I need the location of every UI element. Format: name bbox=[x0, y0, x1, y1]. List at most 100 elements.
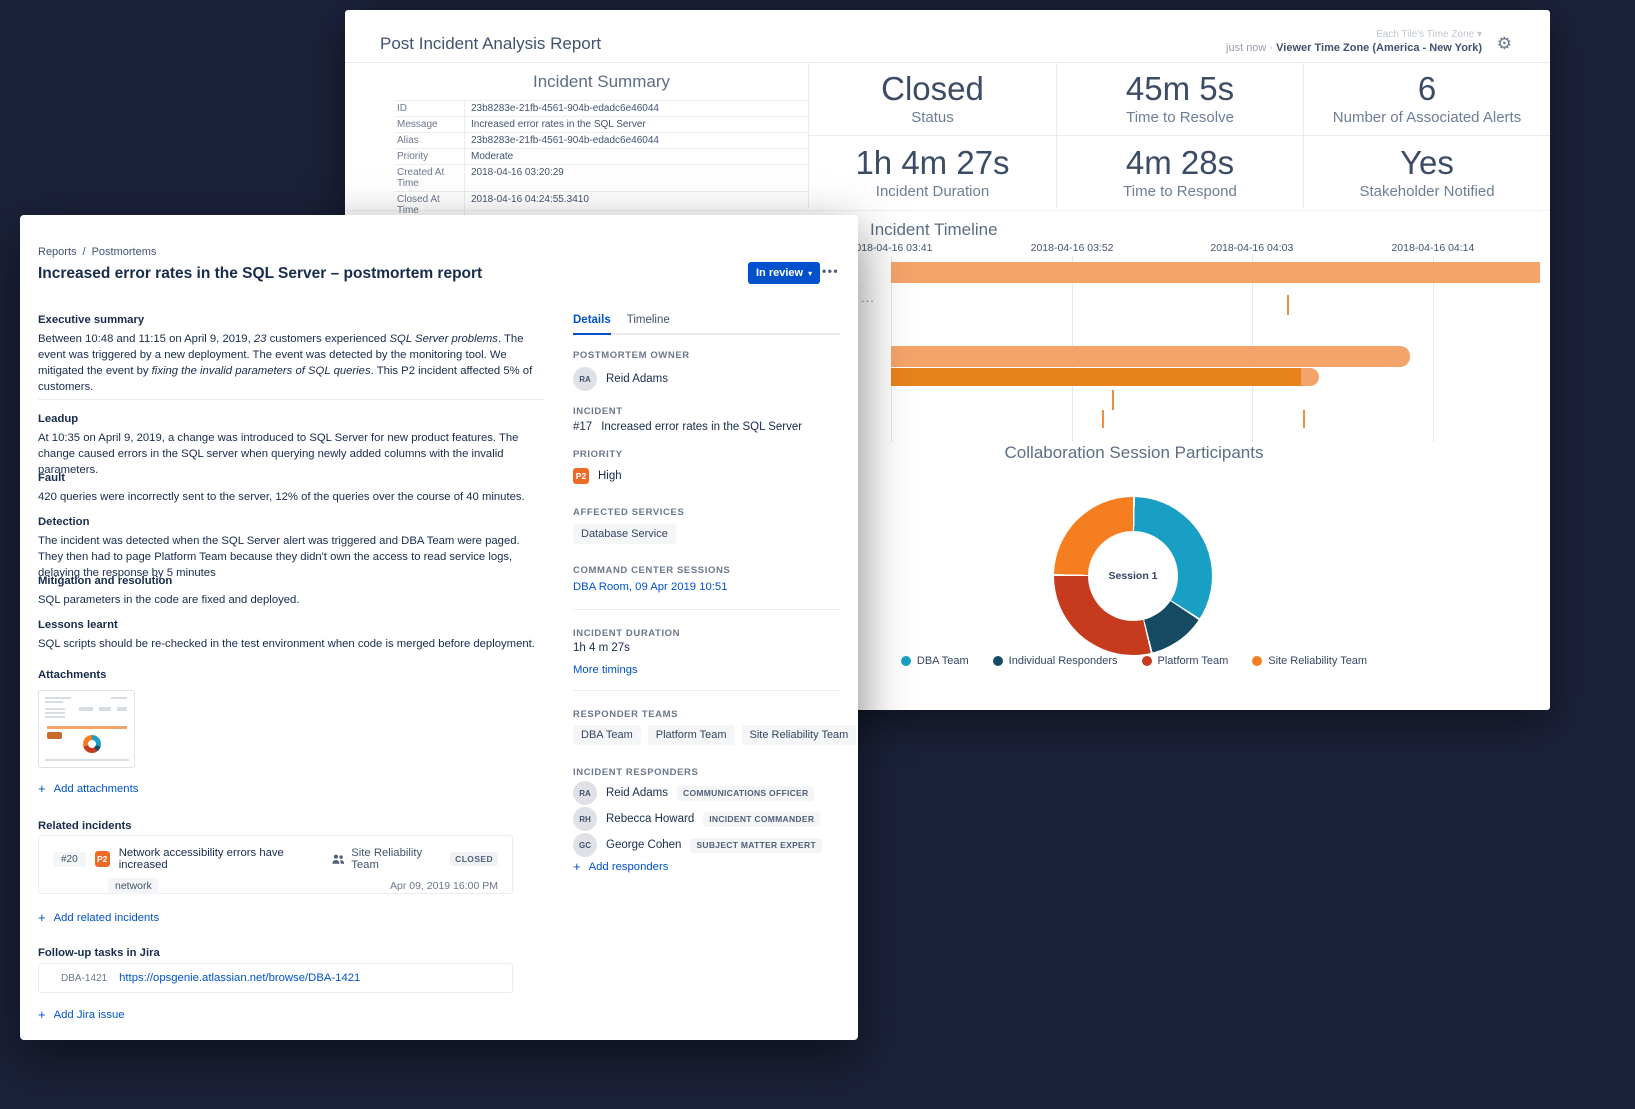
section-text: At 10:35 on April 9, 2019, a change was … bbox=[38, 432, 519, 476]
command-center-session-link[interactable]: DBA Room, 09 Apr 2019 10:51 bbox=[573, 581, 728, 593]
responder-role-pill: SUBJECT MATTER EXPERT bbox=[690, 837, 822, 853]
add-jira-issue-link[interactable]: + Add Jira issue bbox=[38, 1007, 125, 1022]
timeline-bar bbox=[891, 346, 1411, 367]
responder-row: GC George Cohen SUBJECT MATTER EXPERT bbox=[573, 833, 822, 857]
stat-tiles: Closed Status 45m 5s Time to Resolve 6 Numb… bbox=[808, 62, 1550, 208]
header-divider bbox=[345, 62, 1550, 63]
jira-section: Follow-up tasks in Jira bbox=[38, 947, 544, 964]
section-text: SQL scripts should be re-checked in the … bbox=[38, 638, 535, 650]
status-dropdown-button[interactable]: In review ▾ bbox=[748, 262, 821, 284]
thumb-line bbox=[45, 701, 63, 703]
postmortem-owner: RA Reid Adams bbox=[573, 367, 668, 391]
stat-tile-stakeholder-notified: Yes Stakeholder Notified bbox=[1303, 135, 1550, 208]
responder-name: Rebecca Howard bbox=[606, 813, 695, 825]
related-incident-sub: network Apr 09, 2019 16:00 PM bbox=[53, 878, 498, 894]
incident-summary-title: Incident Summary bbox=[533, 72, 670, 91]
related-incident-row[interactable]: #20 P2 Network accessibility errors have… bbox=[38, 835, 513, 894]
section-text: 420 queries were incorrectly sent to the… bbox=[38, 491, 525, 503]
thumb-line bbox=[111, 697, 127, 699]
chevron-down-icon: ▾ bbox=[1476, 29, 1482, 40]
priority-row: P2 High bbox=[573, 468, 622, 484]
incident-id-link[interactable]: #17 bbox=[573, 421, 593, 433]
add-attachments-link[interactable]: + Add attachments bbox=[38, 781, 139, 796]
donut-center-label: Session 1 bbox=[1108, 570, 1158, 582]
owner-name: Reid Adams bbox=[606, 373, 669, 385]
priority-badge: P2 bbox=[94, 851, 110, 867]
team-icon bbox=[331, 854, 344, 864]
tile-timezone-selector[interactable]: Each Tile's Time Zone ▾ bbox=[1376, 29, 1482, 40]
responder-role-pill: INCIDENT COMMANDER bbox=[703, 811, 821, 827]
panel-divider bbox=[573, 609, 840, 610]
attachment-thumbnail[interactable] bbox=[38, 690, 135, 768]
section-divider bbox=[345, 210, 1550, 211]
breadcrumb-postmortems[interactable]: Postmortems bbox=[91, 246, 157, 258]
related-incident-date: Apr 09, 2019 16:00 PM bbox=[390, 880, 498, 892]
report-title: Post Incident Analysis Report bbox=[380, 34, 602, 53]
responder-name: George Cohen bbox=[606, 839, 682, 851]
legend-dot bbox=[1252, 656, 1263, 666]
donut-center: Session 1 bbox=[1088, 531, 1178, 621]
tab-details[interactable]: Details bbox=[573, 314, 611, 335]
plus-icon: + bbox=[38, 781, 46, 796]
incident-duration-value: 1h 4 m 27s bbox=[573, 642, 630, 654]
incident-link-row: #17 Increased error rates in the SQL Ser… bbox=[573, 421, 802, 433]
section-heading: Leadup bbox=[38, 413, 79, 425]
thumb-line bbox=[45, 716, 65, 718]
thumb-line bbox=[45, 712, 65, 714]
donut-legend: DBA Team Individual Responders Platform … bbox=[891, 655, 1377, 667]
timeline-event-tick bbox=[1101, 410, 1104, 428]
incident-timeline-chart: 2018-04-16 03:41 2018-04-16 03:52 2018-0… bbox=[850, 242, 1540, 442]
viewer-timezone[interactable]: just now · Viewer Time Zone (America - N… bbox=[1226, 42, 1482, 54]
section-text: Between 10:48 and 11:15 on April 9, 2019… bbox=[38, 333, 533, 393]
donut-chart-title: Collaboration Session Participants bbox=[1004, 443, 1264, 462]
plus-icon: + bbox=[38, 1007, 46, 1022]
legend-dot bbox=[1141, 656, 1152, 666]
thumb-orange-bar bbox=[47, 726, 127, 729]
divider bbox=[38, 399, 544, 400]
truncated-row-label: ... bbox=[861, 290, 875, 305]
postmortem-report-window: Reports / Postmortems Increased error ra… bbox=[20, 215, 858, 1040]
add-related-incidents-link[interactable]: + Add related incidents bbox=[38, 910, 160, 925]
panel-divider bbox=[573, 690, 840, 691]
table-row: Alias 23b8283e-21fb-4561-904b-edadc6e4604… bbox=[395, 133, 808, 149]
jira-issue-link[interactable]: https://opsgenie.atlassian.net/browse/DB… bbox=[119, 972, 361, 984]
gear-icon[interactable]: ⚙ bbox=[1496, 34, 1512, 53]
mitigation-section: Mitigation and resolution SQL parameters… bbox=[38, 575, 544, 608]
incident-timeline-title: Incident Timeline bbox=[870, 220, 998, 239]
incident-label: INCIDENT bbox=[573, 406, 623, 417]
table-row: Created At Time 2018-04-16 03:20:29 bbox=[395, 165, 808, 192]
thumb-orange-blob bbox=[47, 732, 62, 739]
add-responders-link[interactable]: + Add responders bbox=[573, 859, 669, 874]
axis-tick-label: 2018-04-16 03:41 bbox=[849, 242, 933, 254]
thumb-line bbox=[99, 707, 111, 711]
more-timings-link[interactable]: More timings bbox=[573, 664, 638, 676]
responder-role-pill: COMMUNICATIONS OFFICER bbox=[677, 785, 815, 801]
incident-responders-label: INCIDENT RESPONDERS bbox=[573, 767, 699, 778]
axis-tick-label: 2018-04-16 03:52 bbox=[1030, 242, 1114, 254]
more-actions-button[interactable]: ••• bbox=[822, 264, 840, 278]
jira-issue-key: DBA-1421 bbox=[61, 972, 108, 984]
table-row: Message Increased error rates in the SQL … bbox=[395, 117, 808, 133]
team-pill: DBA Team bbox=[573, 725, 641, 745]
legend-item: Site Reliability Team bbox=[1252, 655, 1367, 667]
related-incident-meta: Site Reliability Team CLOSED bbox=[331, 847, 498, 871]
tab-timeline[interactable]: Timeline bbox=[626, 314, 670, 326]
tag-pill: network bbox=[108, 878, 159, 894]
thumb-line bbox=[45, 759, 129, 761]
breadcrumb-separator: / bbox=[82, 246, 86, 258]
table-row: ID 23b8283e-21fb-4561-904b-edadc6e46044 bbox=[395, 101, 808, 117]
viewer-timezone-label: Viewer Time Zone (America - New York) bbox=[1276, 42, 1482, 54]
section-heading: Detection bbox=[38, 516, 90, 528]
thumb-donut bbox=[83, 735, 101, 753]
stat-tile-incident-duration: 1h 4m 27s Incident Duration bbox=[809, 135, 1056, 208]
section-heading: Mitigation and resolution bbox=[38, 575, 173, 587]
legend-item: Platform Team bbox=[1141, 655, 1228, 667]
team-pill: Platform Team bbox=[647, 725, 735, 745]
breadcrumb-reports[interactable]: Reports bbox=[38, 246, 77, 258]
lessons-section: Lessons learnt SQL scripts should be re-… bbox=[38, 619, 544, 652]
timeline-event-tick bbox=[1111, 390, 1114, 410]
affected-services-label: AFFECTED SERVICES bbox=[573, 507, 685, 518]
stat-tile-time-to-respond: 4m 28s Time to Respond bbox=[1056, 135, 1303, 208]
incident-id-pill: #20 bbox=[53, 851, 86, 867]
avatar: RH bbox=[573, 807, 597, 831]
